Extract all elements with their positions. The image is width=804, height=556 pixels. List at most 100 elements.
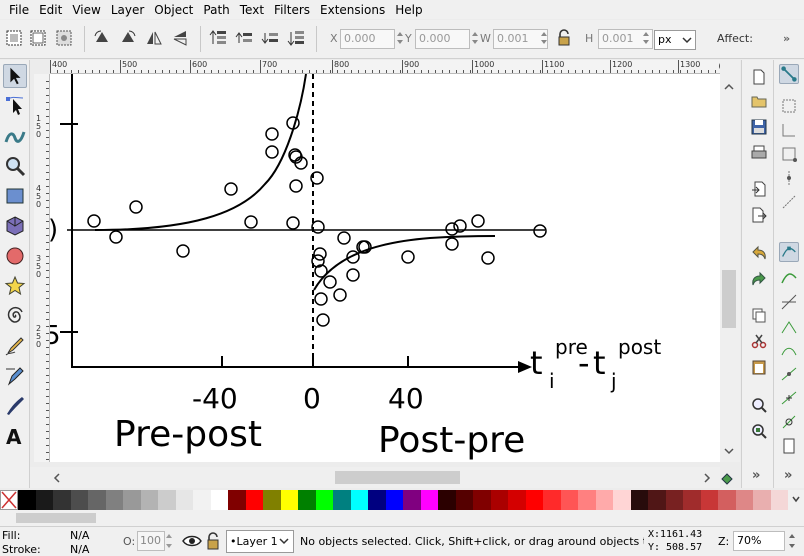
flip-vertical-icon[interactable] xyxy=(170,28,190,48)
snap-bbox-edge-icon[interactable] xyxy=(779,120,799,140)
palette-swatch[interactable] xyxy=(613,490,631,510)
palette-swatch[interactable] xyxy=(175,490,193,510)
snap-bbox-midpoint-icon[interactable] xyxy=(779,168,799,188)
print-icon[interactable] xyxy=(750,144,768,162)
drawing-canvas[interactable]: ) 5 -40 0 40 t i pre - t j post Pre-post… xyxy=(50,74,720,462)
palette-swatch[interactable] xyxy=(753,490,771,510)
palette-swatch[interactable] xyxy=(53,490,71,510)
layer-select[interactable]: •Layer 1 xyxy=(226,530,294,553)
palette-swatch[interactable] xyxy=(280,490,298,510)
palette-swatch[interactable] xyxy=(315,490,333,510)
palette-swatch[interactable] xyxy=(210,490,228,510)
palette-swatch[interactable] xyxy=(735,490,753,510)
snap-bbox-center-icon[interactable] xyxy=(779,192,799,212)
palette-swatch[interactable] xyxy=(683,490,701,510)
redo-icon[interactable] xyxy=(750,270,768,288)
selector-tool-icon[interactable] xyxy=(3,64,27,88)
menu-text[interactable]: Text xyxy=(239,2,265,17)
palette-swatch[interactable] xyxy=(490,490,508,510)
palette-swatch[interactable] xyxy=(88,490,106,510)
snap-object-center-icon[interactable] xyxy=(779,388,799,408)
lower-to-bottom-icon[interactable] xyxy=(286,28,306,48)
x-field[interactable]: 0.000 xyxy=(340,29,395,49)
palette-menu-icon[interactable] xyxy=(790,491,802,509)
node-tool-icon[interactable] xyxy=(3,94,27,118)
palette-swatch[interactable] xyxy=(140,490,158,510)
spiral-tool-icon[interactable] xyxy=(3,304,27,328)
palette-swatch[interactable] xyxy=(298,490,316,510)
palette-swatch[interactable] xyxy=(525,490,543,510)
overflow-chevron-icon[interactable]: » xyxy=(783,32,791,45)
palette-swatch[interactable] xyxy=(560,490,578,510)
menu-view[interactable]: View xyxy=(72,2,101,17)
opacity-spinner[interactable] xyxy=(165,531,173,551)
palette-scroll-thumb[interactable] xyxy=(16,513,96,523)
undo-icon[interactable] xyxy=(750,244,768,262)
menu-help[interactable]: Help xyxy=(395,2,423,17)
vertical-scroll-thumb[interactable] xyxy=(722,270,736,328)
palette-swatch[interactable] xyxy=(473,490,491,510)
snap-smooth-icon[interactable] xyxy=(779,340,799,360)
palette-swatch[interactable] xyxy=(403,490,421,510)
export-icon[interactable] xyxy=(750,206,768,224)
menu-object[interactable]: Object xyxy=(154,2,194,17)
horizontal-scroll-thumb[interactable] xyxy=(335,471,460,484)
palette-swatch[interactable] xyxy=(770,490,788,510)
fill-value[interactable]: N/A xyxy=(70,529,90,542)
menu-file[interactable]: File xyxy=(9,2,30,17)
vertical-scrollbar[interactable] xyxy=(720,60,740,462)
palette-swatch[interactable] xyxy=(368,490,386,510)
lower-icon[interactable] xyxy=(260,28,280,48)
save-icon[interactable] xyxy=(750,118,768,136)
text-tool-icon[interactable]: A xyxy=(3,424,27,448)
snap-cusp-icon[interactable] xyxy=(779,316,799,336)
snap-overflow-icon[interactable]: » xyxy=(784,468,793,483)
palette-swatch[interactable] xyxy=(385,490,403,510)
scroll-right-icon[interactable] xyxy=(702,472,712,484)
menu-path[interactable]: Path xyxy=(203,2,230,17)
palette-swatch[interactable] xyxy=(105,490,123,510)
menu-extensions[interactable]: Extensions xyxy=(320,2,386,17)
palette-swatch[interactable] xyxy=(648,490,666,510)
snap-intersection-icon[interactable] xyxy=(779,292,799,312)
3d-box-tool-icon[interactable] xyxy=(3,214,27,238)
palette-swatch[interactable] xyxy=(665,490,683,510)
opacity-field[interactable]: 100 xyxy=(137,531,165,551)
palette-swatch[interactable] xyxy=(718,490,736,510)
menu-edit[interactable]: Edit xyxy=(39,2,63,17)
y-field[interactable]: 0.000 xyxy=(415,29,470,49)
calligraphy-tool-icon[interactable] xyxy=(3,394,27,418)
palette-swatch[interactable] xyxy=(350,490,368,510)
palette-swatch[interactable] xyxy=(70,490,88,510)
palette-swatch[interactable] xyxy=(193,490,211,510)
palette-swatch[interactable] xyxy=(333,490,351,510)
import-icon[interactable] xyxy=(750,180,768,198)
y-spinner[interactable] xyxy=(471,29,479,49)
snap-bbox-corner-icon[interactable] xyxy=(779,144,799,164)
raise-to-top-icon[interactable] xyxy=(208,28,228,48)
deselect-icon[interactable] xyxy=(54,28,74,48)
cut-icon[interactable] xyxy=(750,332,768,350)
zoom-spinner[interactable] xyxy=(787,531,797,551)
palette-swatch[interactable] xyxy=(438,490,456,510)
ellipse-tool-icon[interactable] xyxy=(3,244,27,268)
palette-swatch[interactable] xyxy=(263,490,281,510)
snap-page-border-icon[interactable] xyxy=(779,436,799,456)
paste-icon[interactable] xyxy=(750,358,768,376)
menu-layer[interactable]: Layer xyxy=(110,2,145,17)
horizontal-ruler[interactable]: 400 500 600 700 800 900 1000 1100 1200 1300 xyxy=(50,60,720,74)
palette-swatch[interactable] xyxy=(158,490,176,510)
palette-swatch[interactable] xyxy=(508,490,526,510)
palette-scrollbar[interactable] xyxy=(0,510,804,526)
pencil-tool-icon[interactable] xyxy=(3,334,27,358)
palette-swatch[interactable] xyxy=(630,490,648,510)
copy-icon[interactable] xyxy=(750,306,768,324)
palette-swatch[interactable] xyxy=(35,490,53,510)
zoom-tool-icon[interactable] xyxy=(3,154,27,178)
lock-icon[interactable] xyxy=(554,28,574,48)
palette-swatch[interactable] xyxy=(228,490,246,510)
menu-filters[interactable]: Filters xyxy=(274,2,311,17)
select-all-in-all-layers-icon[interactable] xyxy=(28,28,48,48)
pen-tool-icon[interactable] xyxy=(3,364,27,388)
palette-swatch[interactable] xyxy=(578,490,596,510)
